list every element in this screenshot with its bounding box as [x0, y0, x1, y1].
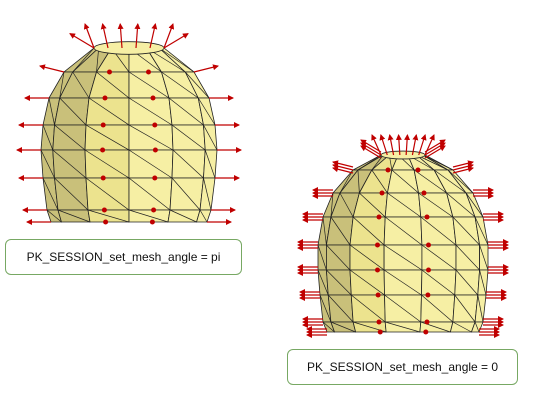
fine-mesh-figure — [297, 134, 509, 338]
mesh-angle-zero-label: PK_SESSION_set_mesh_angle = 0 — [287, 349, 518, 385]
coarse-mesh-figure — [16, 23, 242, 225]
mesh-angle-zero-text: PK_SESSION_set_mesh_angle = 0 — [306, 360, 499, 374]
mesh-angle-pi-label: PK_SESSION_set_mesh_angle = pi — [5, 239, 242, 275]
mesh-angle-pi-text: PK_SESSION_set_mesh_angle = pi — [26, 250, 221, 264]
